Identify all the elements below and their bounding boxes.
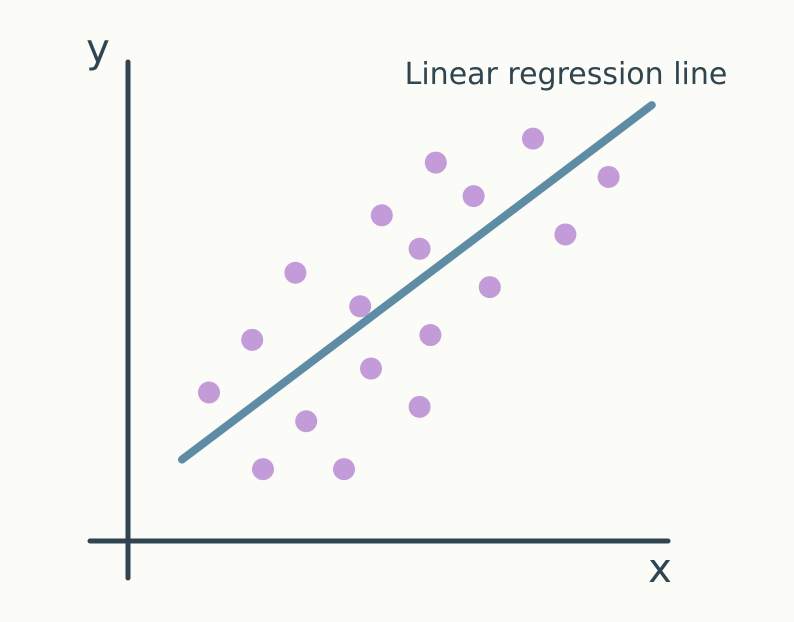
scatter-points <box>198 127 620 481</box>
data-point-6 <box>349 295 372 318</box>
data-point-10 <box>408 237 431 260</box>
data-point-3 <box>284 261 307 284</box>
data-point-17 <box>554 223 577 246</box>
data-point-15 <box>478 276 501 299</box>
data-point-2 <box>241 328 264 351</box>
data-point-18 <box>597 165 620 188</box>
data-point-4 <box>252 458 274 481</box>
data-point-14 <box>462 185 485 208</box>
data-point-11 <box>424 151 447 174</box>
regression-line-label: Linear regression line <box>405 57 728 92</box>
data-point-7 <box>333 458 355 481</box>
data-point-5 <box>295 410 318 433</box>
data-point-12 <box>419 324 442 347</box>
y-axis-label: y <box>86 26 110 72</box>
data-point-1 <box>198 381 220 404</box>
data-point-16 <box>522 127 544 150</box>
data-point-13 <box>408 395 431 418</box>
data-point-9 <box>370 204 393 227</box>
regression-line <box>178 101 656 464</box>
x-axis-label: x <box>648 546 672 592</box>
data-point-8 <box>360 357 382 380</box>
